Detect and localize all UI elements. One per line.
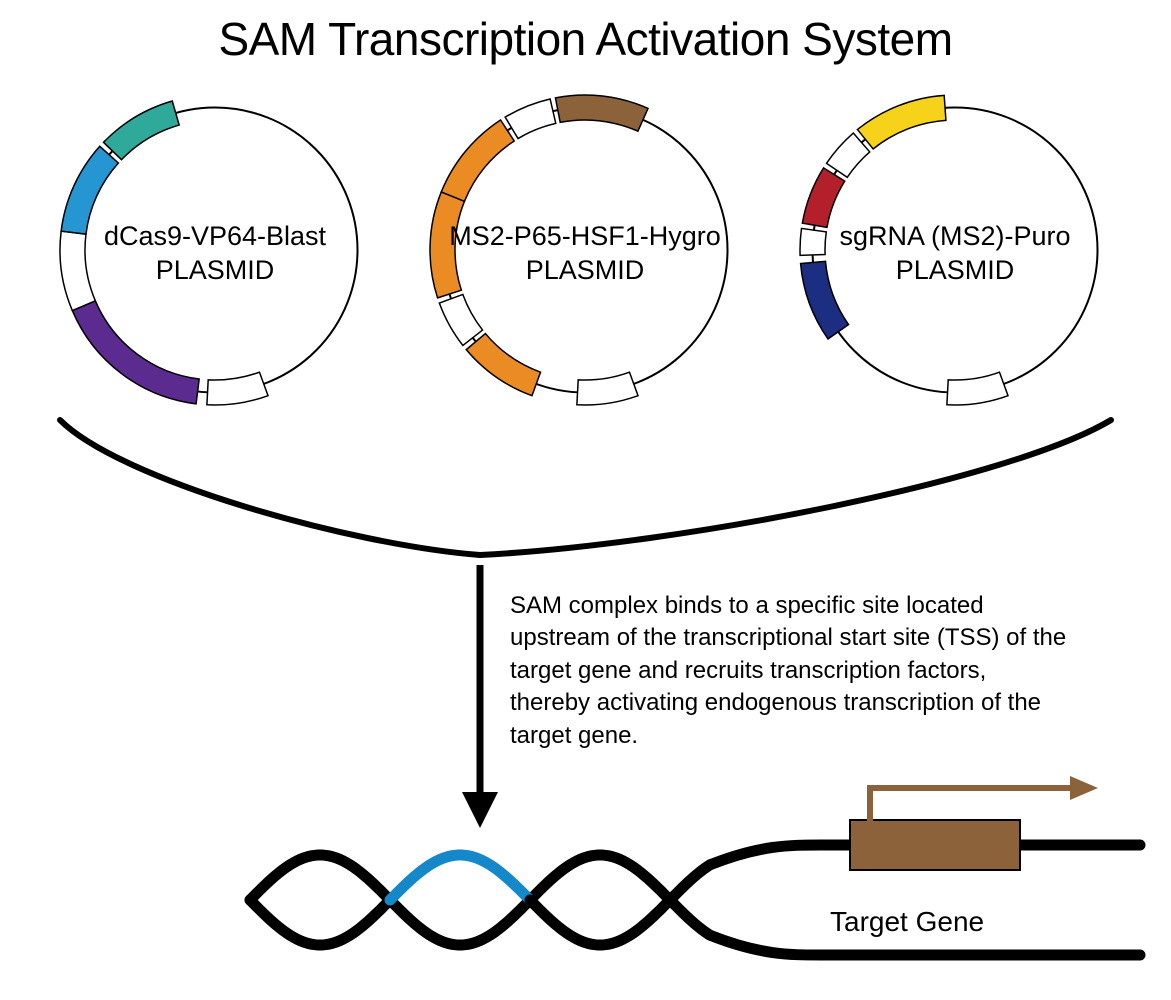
diagram-canvas: SAM Transcription Activation System dCas… [0, 0, 1171, 1000]
target-gene-label: Target Gene [830, 906, 984, 938]
dna-diagram [0, 0, 1171, 1000]
